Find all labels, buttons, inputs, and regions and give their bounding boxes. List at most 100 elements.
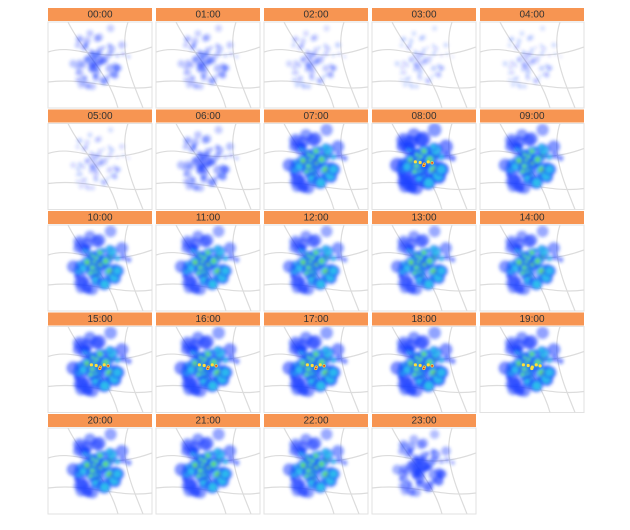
- heat-core: [322, 144, 328, 150]
- heat-core: [88, 474, 93, 478]
- heat-blob: [83, 183, 90, 189]
- heat-blob: [426, 46, 429, 49]
- panel: 11:00: [155, 211, 261, 312]
- panel-header: [48, 414, 152, 427]
- heat-core: [439, 256, 444, 261]
- heat-blob: [389, 157, 405, 173]
- heat-core: [322, 448, 328, 454]
- heat-blob: [415, 235, 427, 248]
- heat-peak: [305, 363, 309, 367]
- heat-core: [306, 367, 311, 372]
- heat-peak: [202, 363, 206, 368]
- heat-blob: [430, 75, 434, 79]
- heat-blob: [78, 183, 84, 189]
- map: [480, 22, 584, 108]
- heat-peak: [418, 160, 422, 165]
- heat-blob: [233, 358, 240, 365]
- road: [124, 22, 144, 108]
- heat-blob: [540, 45, 547, 52]
- map: [156, 123, 260, 210]
- panel: 20:00: [47, 414, 153, 515]
- heat-blob: [225, 142, 234, 151]
- heat-blob: [320, 428, 333, 441]
- heat-blob: [76, 276, 89, 289]
- heat-blob: [88, 67, 93, 73]
- heat-blob: [92, 73, 98, 79]
- heat-core: [196, 271, 201, 275]
- heat-blob: [307, 51, 311, 55]
- heat-blob: [184, 276, 197, 289]
- heat-blob: [306, 62, 311, 67]
- heat-blob: [526, 36, 532, 42]
- heat-blob: [416, 56, 420, 60]
- heat-layer: [66, 225, 132, 296]
- heat-layer: [174, 225, 240, 296]
- heat-core: [522, 265, 527, 270]
- heat-peak: [431, 162, 434, 164]
- heat-blob: [529, 47, 535, 52]
- heat-core: [200, 479, 206, 486]
- heat-layer: [390, 326, 456, 398]
- panel-header: [48, 211, 152, 224]
- heat-blob: [416, 439, 426, 450]
- heat-blob: [80, 62, 87, 69]
- heat-core: [214, 347, 221, 353]
- panel-header: [372, 109, 476, 123]
- heat-blob: [212, 225, 225, 238]
- heat-core: [415, 356, 419, 360]
- heat-core: [436, 368, 446, 377]
- heat-blob: [435, 71, 441, 77]
- heat-blob: [525, 62, 529, 66]
- heat-core: [198, 265, 203, 270]
- heat-blob: [429, 429, 440, 440]
- heat-blob: [194, 30, 202, 37]
- heat-blob: [322, 64, 330, 72]
- map: [156, 22, 260, 108]
- map: [264, 123, 368, 210]
- heat-blob: [401, 70, 407, 76]
- heat-blob: [408, 56, 415, 63]
- heat-blob: [104, 225, 117, 238]
- heat-core: [94, 459, 99, 463]
- heat-blob: [547, 54, 551, 57]
- heat-blob: [507, 43, 512, 48]
- heat-blob: [539, 25, 546, 31]
- heat-blob: [431, 51, 437, 57]
- heat-core: [310, 256, 315, 260]
- heat-blob: [177, 160, 186, 170]
- panel-header: [264, 8, 368, 21]
- heat-blob: [291, 71, 295, 75]
- heat-core: [88, 372, 93, 377]
- heat-blob: [291, 42, 296, 48]
- heat-blob: [508, 276, 521, 289]
- heat-blob: [209, 45, 214, 50]
- heat-blob: [443, 253, 451, 261]
- heat-core: [413, 163, 419, 169]
- heat-blob: [88, 169, 93, 174]
- heat-blob: [326, 70, 334, 78]
- heat-core: [200, 377, 207, 384]
- map: [480, 225, 584, 311]
- heat-blob: [507, 71, 511, 75]
- heat-blob: [94, 154, 99, 159]
- heat-blob: [419, 451, 428, 460]
- heat-blob: [115, 242, 128, 255]
- heat-blob: [197, 163, 203, 169]
- road: [556, 22, 576, 108]
- heat-blob: [89, 62, 95, 68]
- heat-blob: [183, 35, 192, 43]
- map: [372, 428, 476, 514]
- heat-core: [424, 177, 434, 188]
- heat-blob: [282, 361, 296, 375]
- heat-core: [418, 256, 423, 260]
- heat-blob: [320, 225, 333, 238]
- heat-blob: [413, 83, 419, 89]
- heat-peak: [310, 363, 314, 368]
- heat-blob: [337, 52, 341, 56]
- heat-core: [79, 264, 87, 272]
- heat-blob: [115, 444, 129, 458]
- heat-blob: [88, 155, 95, 161]
- heat-core: [412, 372, 417, 377]
- heat-blob: [188, 62, 195, 69]
- heat-blob: [498, 361, 512, 375]
